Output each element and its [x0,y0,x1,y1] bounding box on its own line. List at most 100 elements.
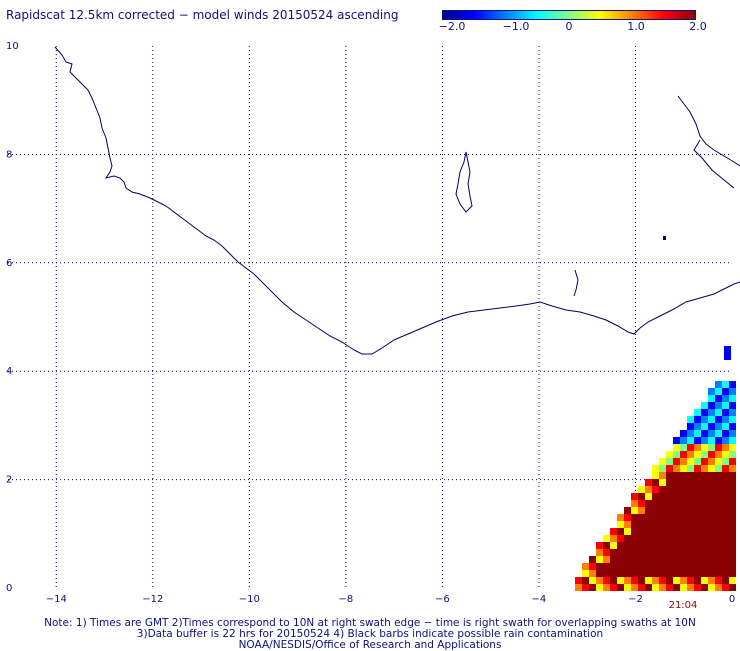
swath-cell [652,507,659,514]
swath-cell [617,570,624,577]
swath-cell [694,479,701,486]
small-island [663,236,666,240]
swath-cell [715,381,722,388]
swath-cell [617,577,624,584]
swath-cell [631,493,638,500]
coast-inlet [573,269,579,297]
swath-cell [652,479,659,486]
swath-cell [708,500,715,507]
swath-cell [722,549,729,556]
swath-cell [729,430,736,437]
swath-cell [729,563,736,570]
swath-cell [645,563,652,570]
swath-cell [687,500,694,507]
swath-cell [722,507,729,514]
swath-cell [638,521,645,528]
swath-cell [708,465,715,472]
swath-cell [666,535,673,542]
swath-cell [624,507,631,514]
swath-cell [645,500,652,507]
swath-cell [582,563,589,570]
swath-cell [694,535,701,542]
swath-cell [694,486,701,493]
swath-cell [659,458,666,465]
swath-cell [638,577,645,584]
west-africa-coastline [54,46,740,355]
swath-cell [638,584,645,591]
swath-cell [715,500,722,507]
swath-cell [596,577,603,584]
swath-cell [673,570,680,577]
swath-cell [729,409,736,416]
swath-cell [645,521,652,528]
swath-cell [645,479,652,486]
swath-cell [708,451,715,458]
swath-cell [722,479,729,486]
y-tick-label: 8 [6,149,12,160]
swath-cell [666,479,673,486]
swath-cell [701,577,708,584]
swath-cell [638,549,645,556]
swath-cell [645,584,652,591]
swath-cell [673,437,680,444]
swath-cell [582,570,589,577]
swath-cell [729,542,736,549]
swath-cell [729,521,736,528]
swath-cell [722,563,729,570]
swath-cell [694,556,701,563]
swath-cell [645,535,652,542]
swath-cell [596,542,603,549]
swath-cell [631,577,638,584]
swath-cell [603,584,610,591]
swath-cell [603,542,610,549]
swath-cell [694,409,701,416]
swath-cell [659,570,666,577]
swath-cell [708,493,715,500]
swath-cell [729,549,736,556]
swath-cell [589,570,596,577]
y-tick-label: 6 [6,258,12,269]
swath-cell [631,556,638,563]
swath-cell [701,430,708,437]
swath-cell [694,528,701,535]
swath-cell [624,556,631,563]
swath-cell [652,521,659,528]
swath-cell [715,395,722,402]
swath-cell [722,409,729,416]
swath-cell [694,521,701,528]
swath-cell [624,542,631,549]
swath-cell [687,570,694,577]
swath-cell [722,423,729,430]
swath-cell [673,486,680,493]
swath-cell [603,556,610,563]
swath-cell [715,563,722,570]
swath-cell [631,507,638,514]
swath-cell [666,570,673,577]
swath-cell [722,535,729,542]
swath-cell [715,521,722,528]
swath-cell [652,500,659,507]
swath-cell [624,514,631,521]
swath-cell [603,577,610,584]
swath-cell [617,528,624,535]
swath-cell [659,535,666,542]
swath-cell [729,423,736,430]
swath-cell [631,535,638,542]
colorbar-tick: −2.0 [438,20,466,33]
swath-cell [617,584,624,591]
swath-cell [687,563,694,570]
swath-cell [617,521,624,528]
swath-cell [582,577,589,584]
swath-cell [638,493,645,500]
swath-cell [659,493,666,500]
swath-cell [694,542,701,549]
swath-cell [659,486,666,493]
swath-cell [652,535,659,542]
swath-cell [596,570,603,577]
swath-cell [680,500,687,507]
swath-cell [701,423,708,430]
swath-cell [729,514,736,521]
swath-cell [722,570,729,577]
swath-cell [673,542,680,549]
swath-cell [631,570,638,577]
